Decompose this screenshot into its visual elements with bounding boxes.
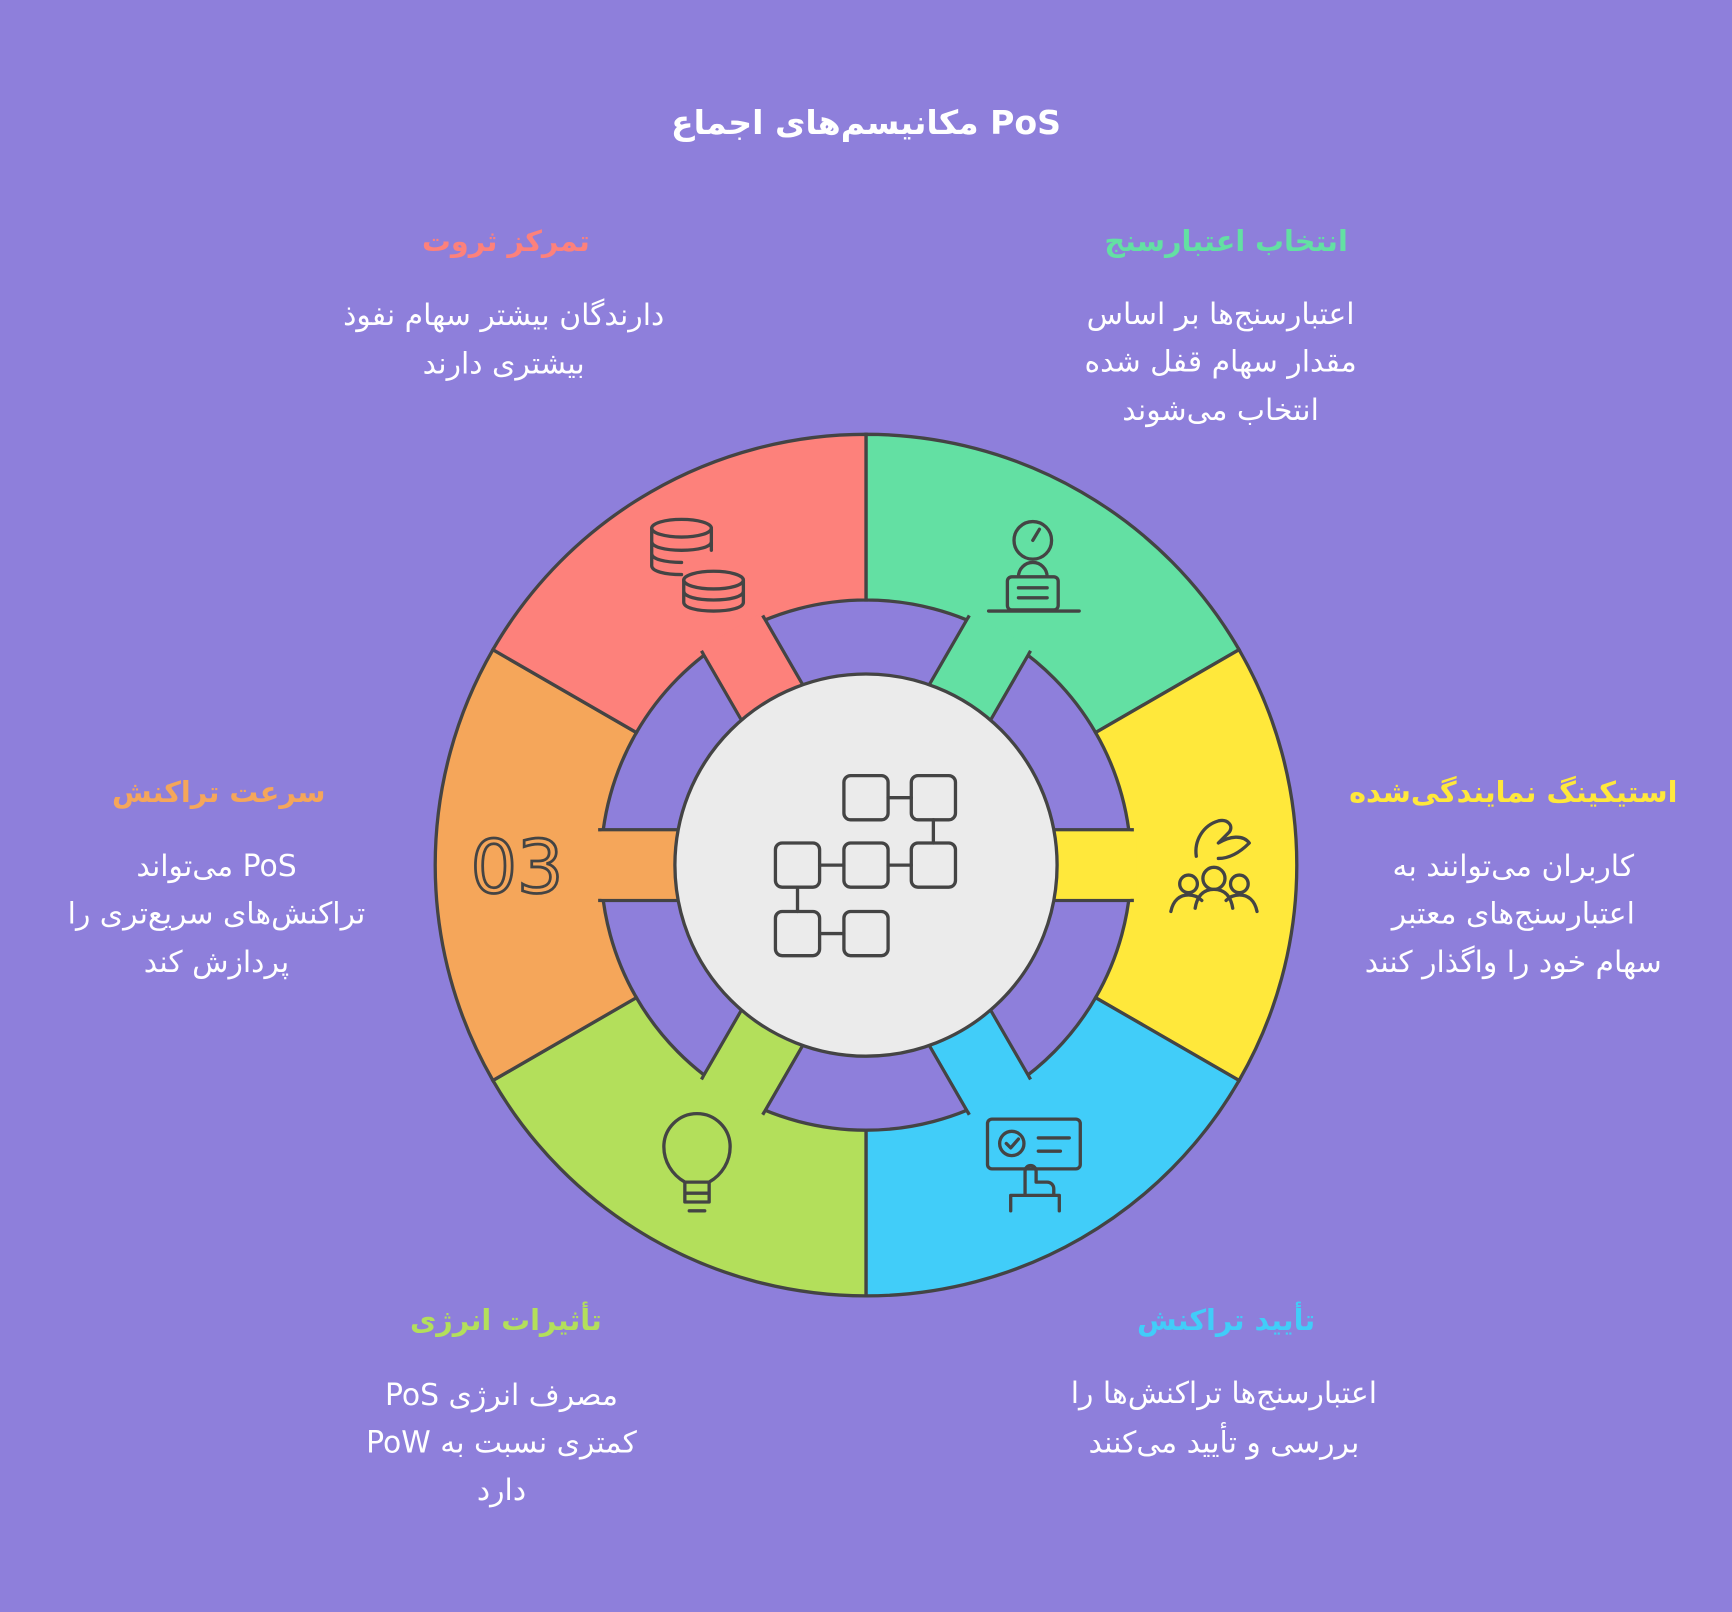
segment-wheel: [433, 432, 1299, 1298]
label-wealth-concentration: تمرکز ثروت دارندگان بیشتر سهام نفوذ بیشت…: [343, 224, 664, 382]
heading: تأثیرات انرژی: [410, 1301, 602, 1337]
body-line: پردازش کند: [144, 945, 289, 980]
flowchart-icon: [773, 773, 958, 958]
body-line: کمتری نسبت به PoW: [366, 1426, 638, 1461]
body-line: اعتبارسنج‌های معتبر: [1390, 897, 1635, 932]
body-line: مقدار سهام قفل شده: [1084, 344, 1356, 379]
stopwatch-weight-icon: [986, 519, 1081, 613]
center-hub: [673, 672, 1059, 1058]
heading: استیکینگ نمایندگی‌شده: [1349, 775, 1677, 809]
people-hand-icon: [1169, 818, 1259, 914]
segment-wealth-concentration: [490, 432, 868, 735]
heading: سرعت تراکنش: [112, 775, 326, 809]
body-line: دارد: [477, 1473, 526, 1508]
heading: تمرکز ثروت: [422, 224, 590, 258]
segment-number-label: 03: [471, 826, 564, 911]
label-transaction-validation: تأیید تراکنش اعتبارسنج‌ها تراکنش‌ها را ب…: [1071, 1301, 1377, 1461]
segment-transaction-speed: [433, 647, 639, 1083]
body-line: سهام خود را واگذار کنند: [1365, 945, 1662, 980]
body-line: بیشتری دارند: [423, 347, 585, 382]
heading: انتخاب اعتبارسنج: [1104, 224, 1347, 258]
segment-energy-impact: [490, 995, 868, 1298]
body-line: دارندگان بیشتر سهام نفوذ: [343, 298, 664, 333]
certificate-hand-icon: [985, 1117, 1082, 1213]
body-line: اعتبارسنج‌ها بر اساس: [1087, 297, 1355, 332]
label-delegated-staking: استیکینگ نمایندگی‌شده کاربران می‌توانند …: [1349, 775, 1677, 980]
body-line: تراکنش‌های سریع‌تری را: [68, 897, 366, 932]
body-line: کاربران می‌توانند به: [1393, 849, 1635, 884]
coins-stack-icon: [650, 517, 746, 613]
segment-transaction-validation: [864, 995, 1242, 1298]
label-transaction-speed: سرعت تراکنش PoS می‌تواند تراکنش‌های سریع…: [68, 775, 366, 980]
lightbulb-icon: [662, 1111, 732, 1213]
diagram-title: PoS مکانیسم‌های اجماع: [671, 103, 1061, 142]
body-line: PoS می‌تواند: [136, 849, 296, 884]
label-validator-selection: انتخاب اعتبارسنج اعتبارسنج‌ها بر اساس مق…: [1084, 224, 1356, 428]
body-line: انتخاب می‌شوند: [1122, 393, 1319, 428]
body-line: اعتبارسنج‌ها تراکنش‌ها را: [1071, 1376, 1377, 1411]
label-energy-impact: تأثیرات انرژی مصرف انرژی PoS کمتری نسبت …: [366, 1301, 638, 1508]
heading: تأیید تراکنش: [1137, 1301, 1315, 1337]
body-line: بررسی و تأیید می‌کنند: [1088, 1421, 1359, 1461]
body-line: مصرف انرژی PoS: [385, 1378, 618, 1413]
segment-validator-selection: [864, 432, 1242, 735]
segment-delegated-staking: [1093, 647, 1299, 1083]
